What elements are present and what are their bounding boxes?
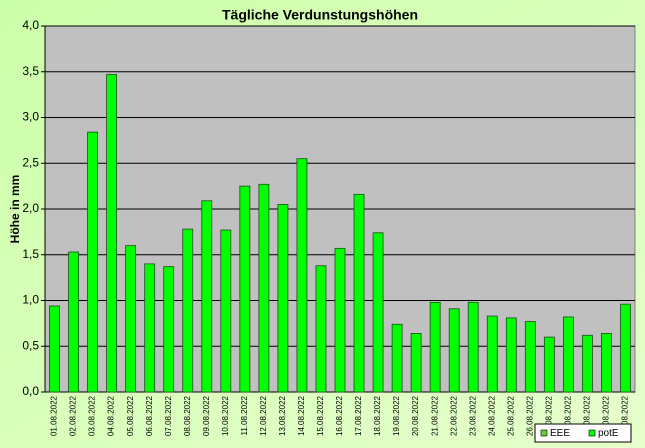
- bar: [182, 228, 194, 393]
- x-tick-label: 10.08.2022: [221, 395, 230, 436]
- bar: [106, 74, 118, 393]
- bar: [429, 301, 441, 393]
- bar: [467, 301, 479, 393]
- y-axis-label: Höhe in mm: [8, 175, 22, 244]
- x-tick-label: 06.08.2022: [145, 395, 154, 436]
- x-tick-label: 09.08.2022: [202, 395, 211, 436]
- x-tick-label: 05.08.2022: [126, 395, 135, 436]
- bar: [201, 200, 213, 393]
- x-tick-label: 23.08.2022: [468, 395, 477, 436]
- x-tick-label: 19.08.2022: [392, 395, 401, 436]
- x-tick-label: 24.08.2022: [487, 395, 496, 436]
- x-tick-label: 08.08.2022: [183, 395, 192, 436]
- x-tick-label: 14.08.2022: [297, 395, 306, 436]
- bar: [239, 185, 251, 393]
- x-tick-label: 27.08.2022: [544, 395, 553, 436]
- bar: [620, 303, 631, 393]
- bar: [68, 251, 79, 393]
- bar: [505, 317, 517, 393]
- x-tick-label: 18.08.2022: [373, 395, 382, 436]
- bar: [524, 321, 536, 393]
- bar: [315, 265, 327, 393]
- x-tick-label: 02.08.2022: [69, 395, 78, 436]
- y-tick-label: 1,5: [22, 247, 39, 261]
- y-tick-label: 1,0: [22, 293, 39, 307]
- bar: [334, 247, 346, 393]
- y-tick-label: 0,0: [22, 384, 39, 398]
- bar: [353, 193, 365, 393]
- y-tick-label: 2,5: [22, 155, 39, 169]
- x-tick-label: 31.08.2022: [621, 395, 630, 436]
- x-tick-label: 17.08.2022: [354, 395, 363, 436]
- bar: [543, 336, 555, 393]
- x-tick-label: 07.08.2022: [164, 395, 173, 436]
- x-tick-label: 26.08.2022: [525, 395, 534, 436]
- bar: [220, 229, 232, 393]
- x-tick-label: 04.08.2022: [107, 395, 116, 436]
- bar: [486, 315, 498, 393]
- y-tick-label: 2,0: [22, 201, 39, 215]
- x-tick-label: 22.08.2022: [449, 395, 458, 436]
- y-tick-label: 0,5: [22, 338, 39, 352]
- x-tick-label: 20.08.2022: [411, 395, 420, 436]
- chart-title: Tägliche Verdunstungshöhen: [222, 7, 418, 23]
- bar: [144, 263, 156, 393]
- x-tick-label: 30.08.2022: [602, 395, 611, 436]
- bar: [448, 308, 460, 393]
- legend-swatch: [588, 429, 596, 437]
- bar: [296, 158, 308, 393]
- x-tick-label: 03.08.2022: [88, 395, 97, 436]
- bar: [125, 245, 137, 393]
- x-tick-label: 13.08.2022: [278, 395, 287, 436]
- x-tick-label: 01.08.2022: [50, 395, 59, 436]
- legend-swatch: [540, 429, 548, 437]
- y-tick-label: 3,0: [22, 110, 39, 124]
- y-tick-label: 3,5: [22, 64, 39, 78]
- legend-box: [534, 423, 632, 443]
- bar: [372, 232, 384, 393]
- x-tick-label: 15.08.2022: [316, 395, 325, 436]
- x-tick-label: 25.08.2022: [506, 395, 515, 436]
- x-tick-label: 29.08.2022: [583, 395, 592, 436]
- bar: [49, 305, 60, 393]
- y-tick-label: 4,0: [22, 18, 39, 32]
- bar: [601, 333, 612, 393]
- x-tick-label: 28.08.2022: [563, 395, 572, 436]
- bar: [163, 266, 175, 393]
- bar: [410, 333, 422, 393]
- x-tick-label: 21.08.2022: [430, 395, 439, 436]
- legend-label: EEE: [550, 428, 570, 439]
- x-tick-label: 11.08.2022: [240, 395, 249, 435]
- bar: [391, 323, 403, 393]
- bar: [562, 316, 574, 393]
- bar: [258, 183, 270, 393]
- x-tick-label: 16.08.2022: [335, 395, 344, 436]
- x-tick-label: 12.08.2022: [259, 395, 268, 436]
- bar: [87, 131, 98, 393]
- legend-label: potE: [598, 428, 619, 439]
- bar: [582, 334, 593, 393]
- bar: [277, 204, 289, 393]
